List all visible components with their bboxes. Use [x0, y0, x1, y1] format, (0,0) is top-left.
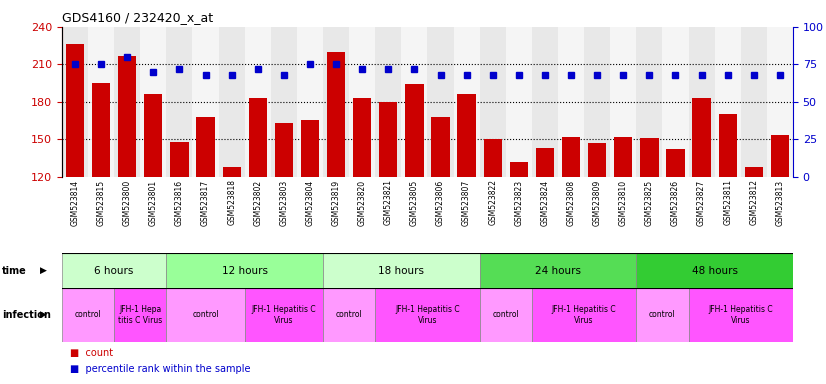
Bar [379, 102, 397, 326]
Bar [219, 27, 244, 177]
Bar [297, 27, 323, 177]
Text: control: control [74, 310, 102, 319]
Bar [714, 27, 741, 177]
Bar [636, 288, 689, 342]
Bar [610, 27, 636, 177]
Bar [767, 27, 793, 177]
Bar [536, 148, 554, 326]
Bar [349, 27, 375, 177]
Text: JFH-1 Hepatitis C
Virus: JFH-1 Hepatitis C Virus [395, 305, 460, 324]
Text: 18 hours: 18 hours [378, 266, 425, 276]
Text: ■  count: ■ count [70, 348, 113, 358]
Text: GDS4160 / 232420_x_at: GDS4160 / 232420_x_at [62, 12, 213, 25]
Bar [431, 117, 449, 326]
Bar [614, 137, 633, 326]
Bar [192, 27, 219, 177]
Bar [480, 288, 532, 342]
Bar [532, 27, 558, 177]
Bar [222, 167, 241, 326]
Bar [406, 84, 424, 326]
Bar [62, 253, 166, 288]
Bar [480, 27, 506, 177]
Text: 24 hours: 24 hours [535, 266, 581, 276]
Bar [692, 98, 710, 326]
Bar [558, 27, 584, 177]
Bar [62, 288, 114, 342]
Bar [118, 56, 136, 326]
Text: 12 hours: 12 hours [221, 266, 268, 276]
Bar [166, 288, 244, 342]
Bar [428, 27, 453, 177]
Bar [66, 44, 84, 326]
Bar [244, 288, 323, 342]
Text: ■  percentile rank within the sample: ■ percentile rank within the sample [70, 364, 251, 374]
Text: 6 hours: 6 hours [94, 266, 134, 276]
Bar [249, 98, 267, 326]
Text: infection: infection [2, 310, 50, 320]
Bar [689, 288, 793, 342]
Bar [353, 98, 372, 326]
Bar [640, 138, 658, 326]
Bar [458, 94, 476, 326]
Text: JFH-1 Hepatitis C
Virus: JFH-1 Hepatitis C Virus [552, 305, 616, 324]
Bar [323, 288, 375, 342]
Bar [562, 137, 580, 326]
Bar [271, 27, 297, 177]
Text: JFH-1 Hepatitis C
Virus: JFH-1 Hepatitis C Virus [252, 305, 316, 324]
Bar [301, 121, 319, 326]
Bar [62, 27, 88, 177]
Bar [588, 143, 606, 326]
Text: control: control [335, 310, 363, 319]
Bar [140, 27, 166, 177]
Text: control: control [192, 310, 219, 319]
Bar [323, 27, 349, 177]
Bar [327, 52, 345, 326]
Bar [532, 288, 636, 342]
Bar [636, 27, 662, 177]
Text: 48 hours: 48 hours [691, 266, 738, 276]
Bar [689, 27, 714, 177]
Text: control: control [492, 310, 520, 319]
Bar [745, 167, 763, 326]
Bar [375, 27, 401, 177]
Bar [771, 136, 789, 326]
Bar [92, 83, 110, 326]
Bar [667, 149, 685, 326]
Bar [662, 27, 689, 177]
Bar [88, 27, 114, 177]
Bar [197, 117, 215, 326]
Bar [401, 27, 428, 177]
Bar [719, 114, 737, 326]
Text: control: control [649, 310, 676, 319]
Text: JFH-1 Hepa
titis C Virus: JFH-1 Hepa titis C Virus [118, 305, 163, 324]
Bar [510, 162, 528, 326]
Bar [244, 27, 271, 177]
Text: time: time [2, 266, 26, 276]
Bar [453, 27, 480, 177]
Bar [275, 123, 293, 326]
Bar [166, 27, 192, 177]
Bar [323, 253, 480, 288]
Bar [375, 288, 480, 342]
Bar [170, 142, 188, 326]
Bar [483, 139, 502, 326]
Bar [145, 94, 163, 326]
Bar [114, 288, 166, 342]
Text: ▶: ▶ [40, 266, 46, 275]
Bar [480, 253, 636, 288]
Text: JFH-1 Hepatitis C
Virus: JFH-1 Hepatitis C Virus [709, 305, 773, 324]
Bar [166, 253, 323, 288]
Bar [741, 27, 767, 177]
Bar [506, 27, 532, 177]
Bar [584, 27, 610, 177]
Bar [114, 27, 140, 177]
Text: ▶: ▶ [40, 310, 46, 319]
Bar [636, 253, 793, 288]
